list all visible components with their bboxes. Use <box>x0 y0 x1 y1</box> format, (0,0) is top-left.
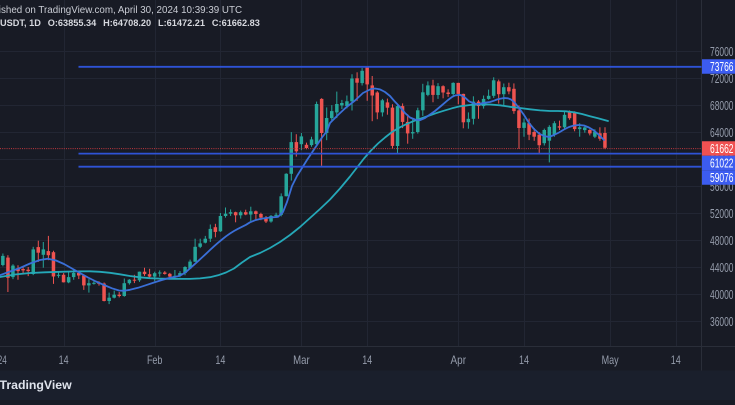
svg-text:61022: 61022 <box>710 157 734 171</box>
svg-text:14: 14 <box>362 353 372 367</box>
svg-text:72000: 72000 <box>710 72 734 86</box>
svg-text:44000: 44000 <box>710 261 734 275</box>
svg-text:14: 14 <box>59 353 69 367</box>
svg-text:68000: 68000 <box>710 99 734 113</box>
svg-text:BTCUSDT, 1D: BTCUSDT, 1D <box>0 18 41 28</box>
svg-text:H:64708.20: H:64708.20 <box>103 18 151 28</box>
svg-text:14: 14 <box>671 353 681 367</box>
svg-text:73766: 73766 <box>710 60 734 74</box>
svg-text:Mar: Mar <box>293 353 310 367</box>
svg-text:76000: 76000 <box>710 45 734 59</box>
svg-text:Feb: Feb <box>147 353 163 367</box>
svg-text:36000: 36000 <box>710 315 734 329</box>
svg-text:Published on TradingView.com,: Published on TradingView.com, April 30, … <box>0 5 242 16</box>
svg-text:L:61472.21: L:61472.21 <box>158 18 205 28</box>
svg-text:52000: 52000 <box>710 207 734 221</box>
svg-text:C:61662.83: C:61662.83 <box>212 18 260 28</box>
svg-text:14: 14 <box>519 353 529 367</box>
svg-text:2024: 2024 <box>0 353 7 367</box>
svg-text:48000: 48000 <box>710 234 734 248</box>
svg-text:O:63855.34: O:63855.34 <box>48 18 97 28</box>
svg-text:May: May <box>602 353 619 367</box>
svg-text:59076: 59076 <box>710 171 734 185</box>
svg-text:TradingView: TradingView <box>0 378 72 392</box>
svg-text:40000: 40000 <box>710 288 734 302</box>
svg-text:64000: 64000 <box>710 126 734 140</box>
svg-text:61662: 61662 <box>710 142 734 156</box>
svg-text:14: 14 <box>215 353 225 367</box>
svg-text:Apr: Apr <box>451 353 467 367</box>
